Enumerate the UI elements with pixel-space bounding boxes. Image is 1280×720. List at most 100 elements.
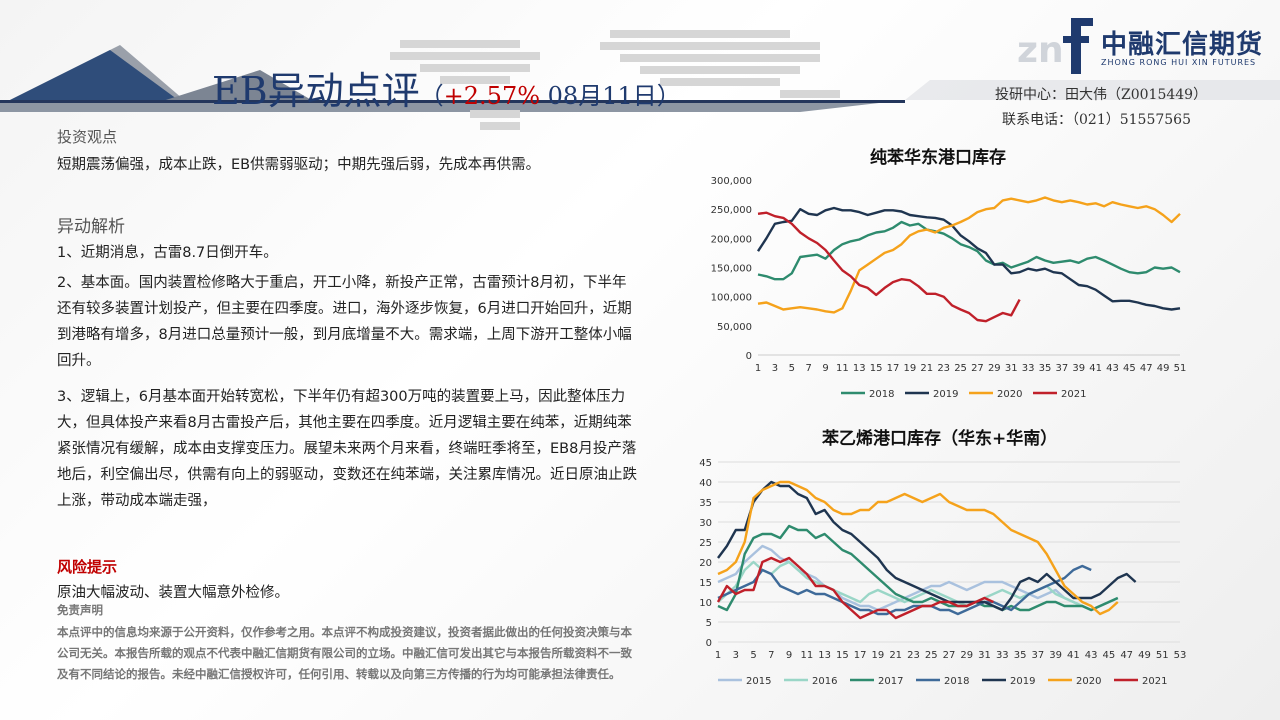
series-line-2021 [757,211,1021,323]
legend-label-2018: 2018 [944,676,969,687]
x-tick-label: 25 [925,650,938,661]
disclaimer-text: 本点评中的信息均来源于公开资料，仅作参考之用。本点评不构成投资建议，投资者据此做… [57,625,632,681]
series-line-2015 [717,544,1119,612]
analysis-heading: 异动解析 [57,217,125,237]
y-tick-label: 35 [699,498,712,509]
x-tick-label: 27 [971,363,984,374]
contact-phone: 联系电话：（021）51557565 [1002,112,1191,128]
chart1-title: 纯苯华东港口库存 [870,148,1006,168]
legend-label-2019: 2019 [933,389,958,400]
x-tick-label: 49 [1138,650,1151,661]
x-tick-label: 11 [800,650,813,661]
x-tick-label: 13 [818,650,831,661]
x-tick-label: 33 [996,650,1009,661]
x-tick-label: 7 [768,650,774,661]
x-tick-label: 31 [1005,363,1018,374]
logo-mark-icon: zn [1017,18,1093,74]
x-tick-label: 39 [1049,650,1062,661]
x-tick-label: 37 [1055,363,1068,374]
x-tick-label: 9 [822,363,828,374]
invest-text: 短期震荡偏强，成本止跌，EB供需弱驱动；中期先强后弱，先成本再供需。 [57,157,541,173]
svg-text:zn: zn [1017,30,1064,71]
y-tick-label: 20 [699,558,712,569]
x-tick-label: 51 [1174,363,1187,374]
legend-label-2018: 2018 [869,389,894,400]
x-tick-label: 31 [978,650,991,661]
y-tick-label: 45 [699,458,712,469]
x-tick-label: 11 [836,363,849,374]
y-tick-label: 5 [706,618,712,629]
y-tick-label: 30 [699,518,712,529]
series-line-2018 [757,220,1181,281]
legend-label-2021: 2021 [1061,389,1086,400]
analysis-point-1: 1、近期消息，古雷8.7日倒开车。 [57,245,278,261]
x-tick-label: 3 [772,363,778,374]
legend-label-2016: 2016 [812,676,837,687]
y-tick-label: 200,000 [711,234,752,245]
series-line-2019 [756,206,1181,311]
x-tick-label: 5 [789,363,795,374]
x-tick-label: 13 [853,363,866,374]
x-tick-label: 21 [920,363,933,374]
series-line-2020 [717,480,1119,616]
title-date: 08月11日） [540,82,681,110]
risk-heading: 风险提示 [57,558,118,576]
x-tick-label: 47 [1140,363,1153,374]
y-tick-label: 25 [699,538,712,549]
series-line-2021 [716,556,994,620]
x-tick-label: 1 [755,363,761,374]
x-tick-label: 53 [1174,650,1187,661]
legend-label-2017: 2017 [878,676,903,687]
legend-label-2020: 2020 [997,389,1022,400]
analysis-point-3: 3、逻辑上，6月基本面开始转宽松，下半年仍有超300万吨的装置要上马，因此整体压… [57,389,637,509]
legend-label-2021: 2021 [1142,676,1167,687]
x-tick-label: 7 [805,363,811,374]
x-tick-label: 35 [1014,650,1027,661]
series-line-2017 [717,524,1119,612]
y-tick-label: 300,000 [711,176,752,187]
x-tick-label: 21 [889,650,902,661]
y-tick-label: 150,000 [711,264,752,275]
series-line-2020 [757,196,1181,314]
x-tick-label: 41 [1067,650,1080,661]
y-tick-label: 15 [699,578,712,589]
analysis-point-2: 2、基本面。国内装置检修略大于重启，开工小降，新投产正常，古雷预计8月初，下半年… [57,275,632,369]
background-map [390,30,840,130]
disclaimer-heading: 免责声明 [57,603,103,617]
x-tick-label: 17 [887,363,900,374]
y-tick-label: 250,000 [711,205,752,216]
x-tick-label: 3 [733,650,739,661]
x-tick-label: 51 [1156,650,1169,661]
y-tick-label: 0 [746,351,752,362]
contact-researcher: 投研中心：田大伟（Z0015449） [995,87,1208,103]
x-tick-label: 47 [1120,650,1133,661]
x-tick-label: 37 [1031,650,1044,661]
series-line-2016 [717,560,1119,612]
x-tick-label: 15 [870,363,883,374]
x-tick-label: 19 [904,363,917,374]
x-tick-label: 27 [943,650,956,661]
logo-name: 中融汇信期货 [1101,30,1264,60]
header-decoration [0,45,1280,112]
invest-heading: 投资观点 [57,128,118,146]
y-tick-label: 0 [706,638,712,649]
y-tick-label: 100,000 [711,293,752,304]
legend-label-2019: 2019 [1010,676,1035,687]
x-tick-label: 29 [960,650,973,661]
y-tick-label: 50,000 [717,322,752,333]
legend-label-2015: 2015 [746,676,771,687]
x-tick-label: 23 [907,650,920,661]
x-tick-label: 9 [786,650,792,661]
price-change: +2.57% [443,82,541,110]
title-main: EB异动点评 [212,69,420,113]
chart2-title: 苯乙烯港口库存（华东+华南） [822,429,1058,449]
x-tick-label: 17 [854,650,867,661]
y-tick-label: 40 [699,478,712,489]
series-line-2018 [717,564,1092,616]
chart-benzene-inventory: 0 50,000 100,000 150,000 200,000 250,000 300,0… [711,176,1187,400]
series-line-2019 [717,480,1137,612]
x-tick-label: 19 [872,650,885,661]
x-tick-label: 15 [836,650,849,661]
risk-text: 原油大幅波动、装置大幅意外检修。 [57,585,289,601]
company-logo: zn 中融汇信期货 ZHONG RONG HUI XIN FUTURES [1015,12,1275,76]
